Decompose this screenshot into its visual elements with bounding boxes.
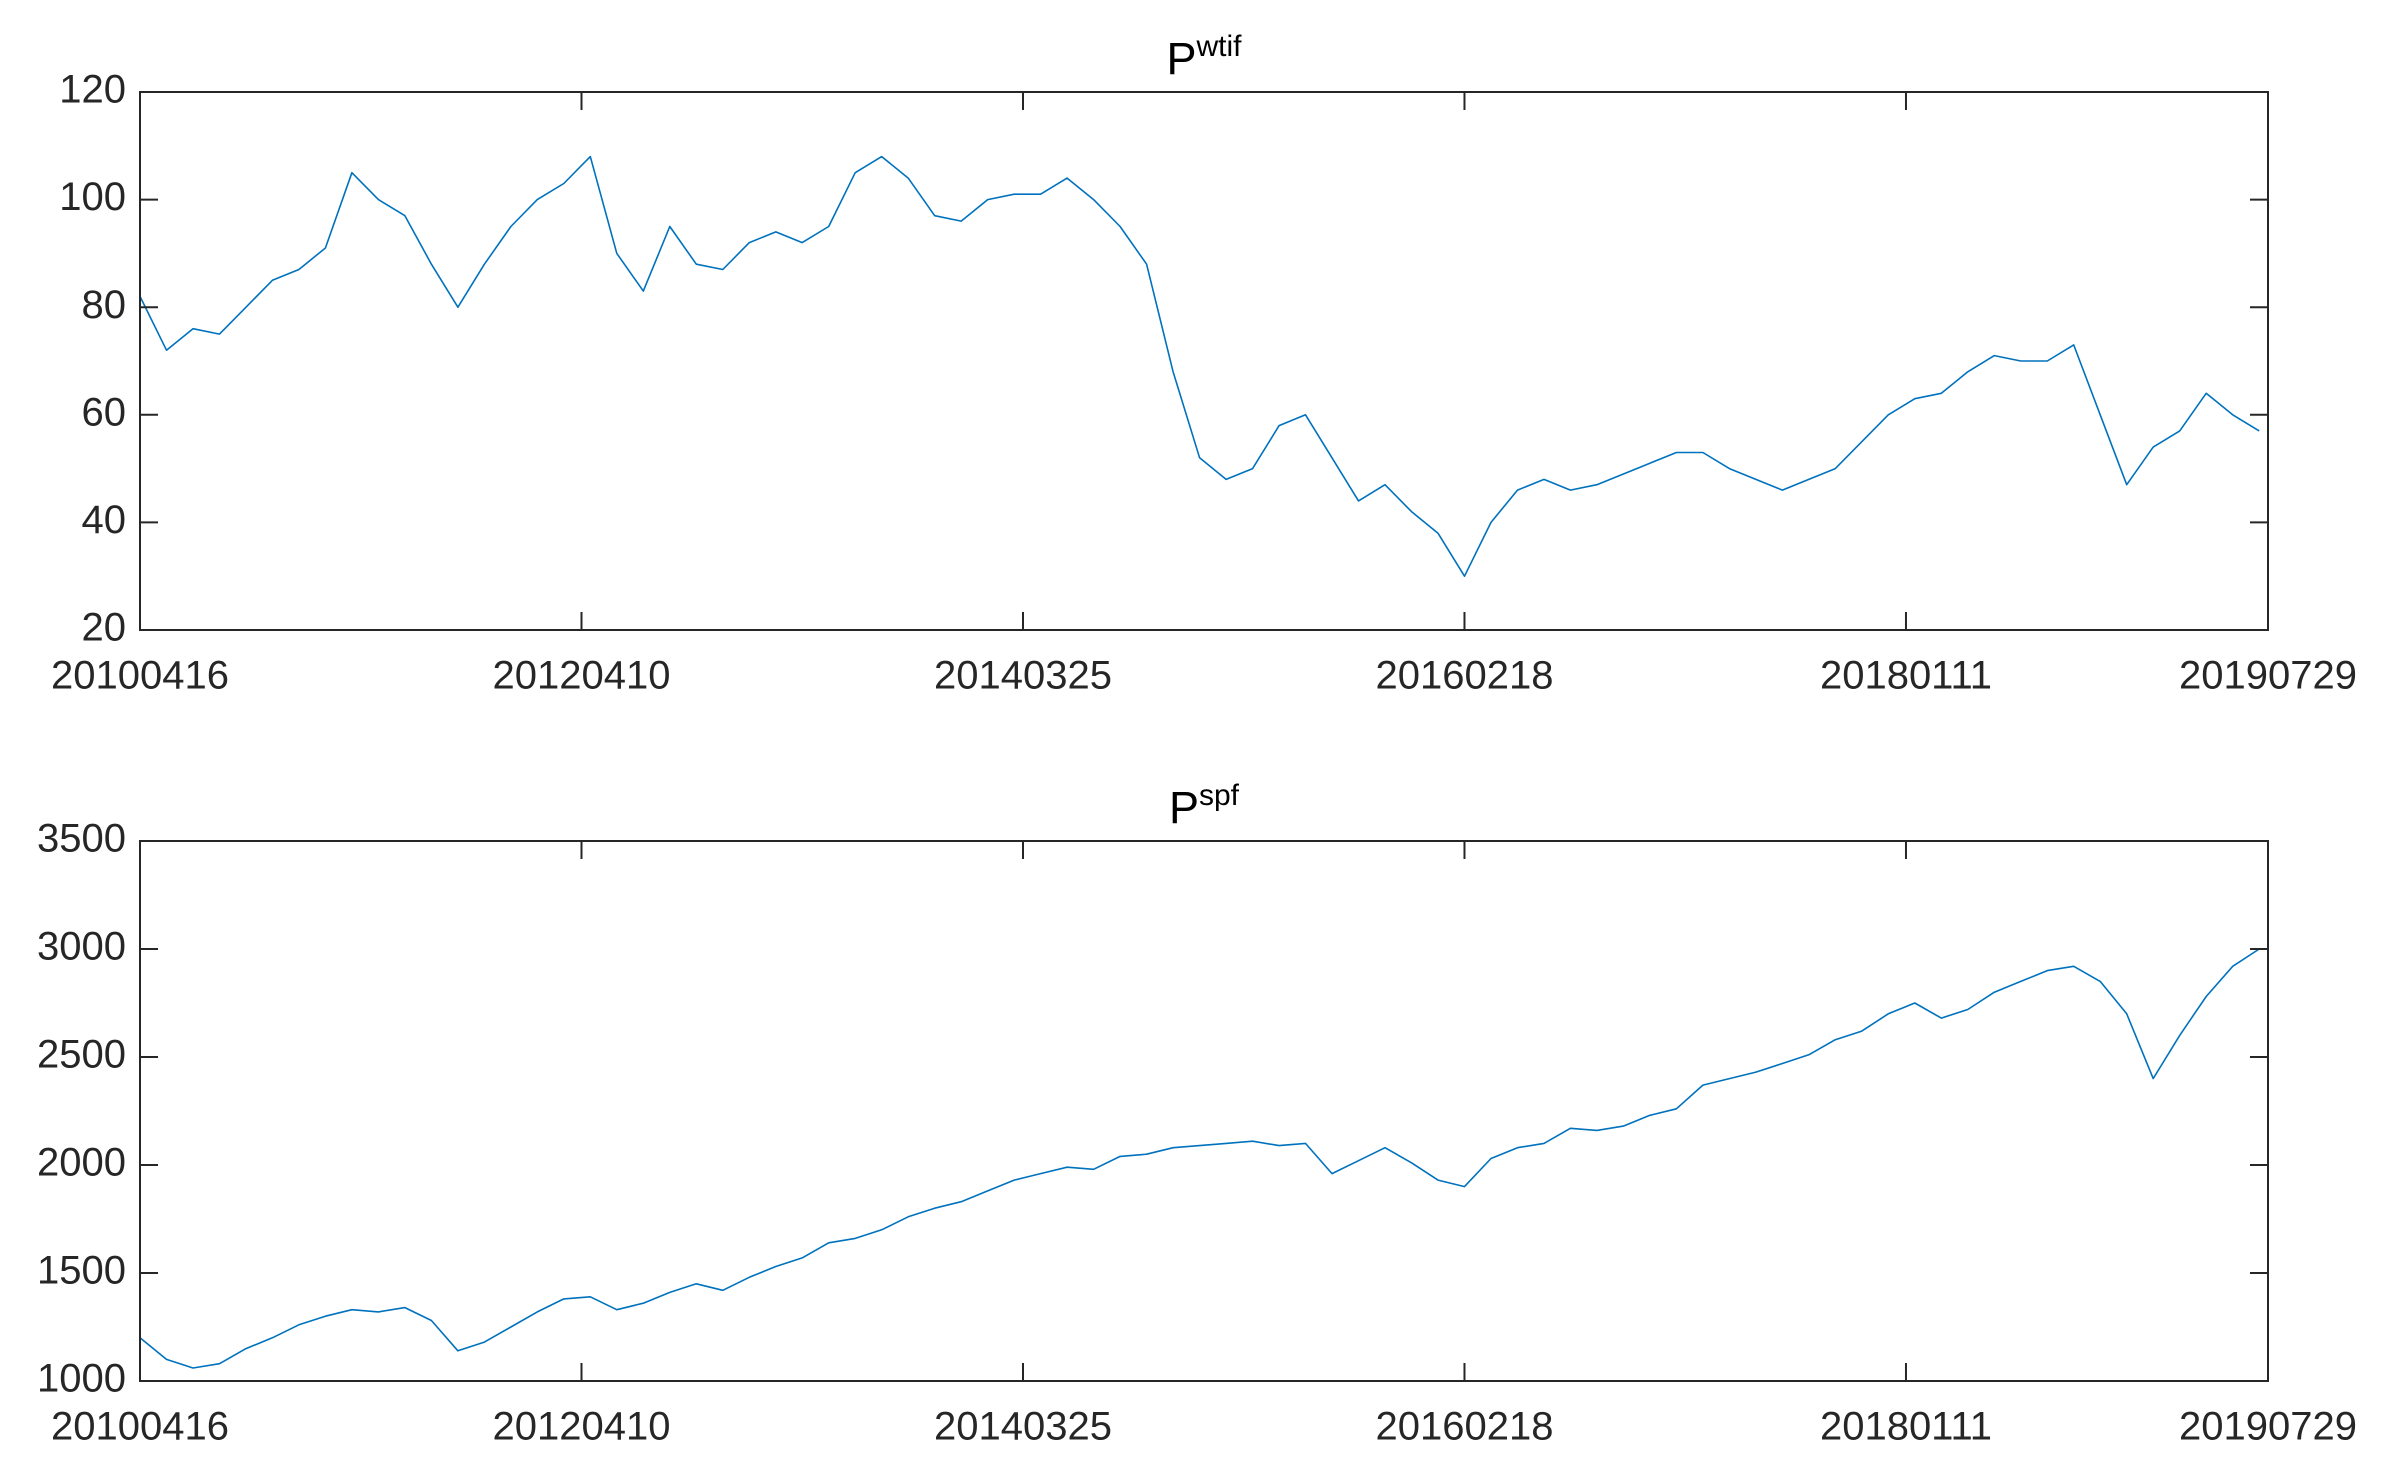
x-tick-label: 20140325 — [934, 654, 1112, 698]
y-tick-label: 2500 — [37, 1033, 126, 1077]
x-tick-label: 20160218 — [1375, 1405, 1553, 1449]
title-superscript: wtif — [1196, 30, 1243, 63]
axes-box — [139, 840, 2269, 1382]
y-tick-label: 1500 — [37, 1249, 126, 1293]
x-tick-label: 20120410 — [493, 1405, 671, 1449]
y-tick-label: 2000 — [37, 1141, 126, 1185]
axes-box — [139, 91, 2269, 631]
y-tick-label: 3500 — [37, 817, 126, 861]
y-tick-label: 40 — [82, 498, 127, 542]
y-tick-label: 120 — [59, 68, 126, 112]
x-tick-label: 20190729 — [2179, 654, 2357, 698]
y-tick-label: 60 — [82, 390, 127, 434]
y-tick-label: 100 — [59, 175, 126, 219]
x-tick-label: 20100416 — [51, 654, 229, 698]
x-tick-label: 20120410 — [493, 654, 671, 698]
y-tick-label: 80 — [82, 283, 127, 327]
x-tick-label: 20180111 — [1820, 1405, 1992, 1449]
x-tick-label: 20180111 — [1820, 654, 1992, 698]
y-tick-label: 3000 — [37, 925, 126, 969]
data-line — [139, 155, 2260, 577]
y-tick-label: 20 — [82, 606, 127, 650]
x-tick-label: 20160218 — [1375, 654, 1553, 698]
title-main: P — [1169, 782, 1199, 833]
x-tick-label: 20140325 — [934, 1405, 1112, 1449]
x-tick-label: 20100416 — [51, 1405, 229, 1449]
data-line — [139, 948, 2260, 1369]
chart-title: Pspf — [1169, 779, 1240, 833]
x-tick-label: 20190729 — [2179, 1405, 2357, 1449]
y-tick-label: 1000 — [37, 1357, 126, 1401]
title-superscript: spf — [1199, 779, 1240, 812]
chart-title: Pwtif — [1166, 30, 1242, 84]
title-main: P — [1166, 33, 1196, 84]
